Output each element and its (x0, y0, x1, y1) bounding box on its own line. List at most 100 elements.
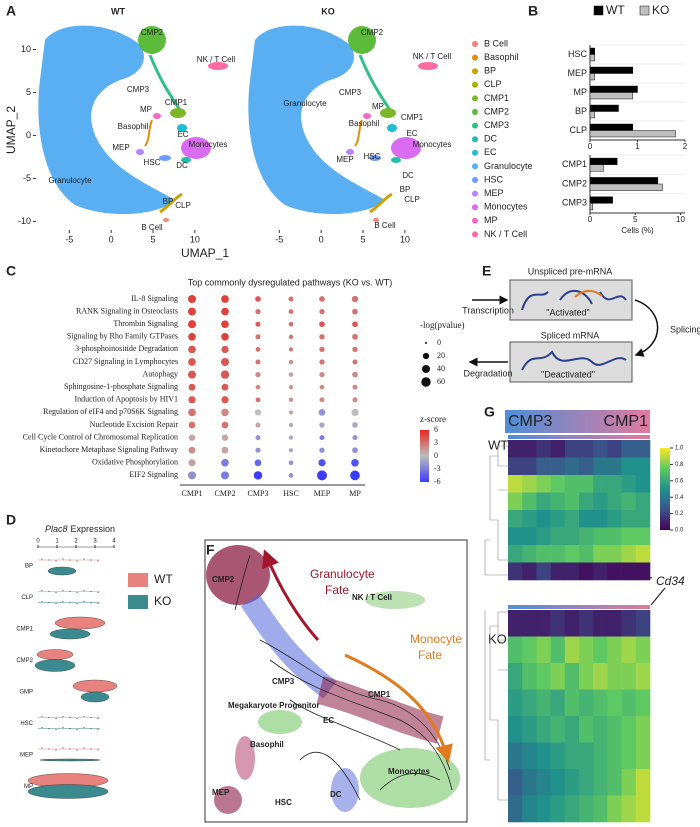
x-tick-label: 4 (112, 539, 116, 545)
heat-cell (635, 795, 651, 823)
legend-label: MEP (484, 188, 504, 198)
x-tick-label: 2 (683, 142, 688, 151)
label: Megakaryote Progenitor (228, 701, 320, 710)
dot (352, 435, 358, 441)
colorbar (660, 448, 670, 530)
panel-label: G (484, 404, 495, 420)
heat-cell (593, 527, 608, 546)
heat-cell (550, 769, 566, 796)
heat-cell (536, 440, 551, 458)
cluster (170, 108, 186, 118)
bar (589, 111, 595, 119)
heatmap-frame: CMP3 CMP1 WT KO Cd34 (484, 410, 685, 801)
dot (254, 409, 262, 416)
heat-cell (621, 440, 637, 458)
y-tick-label: 0 (26, 130, 31, 140)
heat-cell (579, 510, 594, 528)
point (90, 601, 92, 604)
heat-cell (607, 545, 622, 563)
cluster-label: HSC (364, 152, 381, 161)
y-tick-label: -10 (18, 216, 31, 226)
dot (351, 408, 359, 417)
heat-cell (621, 545, 637, 563)
dot (188, 459, 196, 467)
cluster-label: Basophil (118, 122, 149, 131)
heat-cell (635, 769, 651, 796)
point (83, 747, 85, 749)
panel-label: A (6, 3, 16, 19)
heat-cell (607, 742, 622, 770)
umap-ko (248, 25, 438, 222)
cluster (363, 113, 371, 119)
heat-cell (579, 562, 594, 581)
dot (288, 385, 294, 390)
cluster (316, 676, 444, 744)
label: KO (488, 631, 507, 646)
cluster (181, 137, 211, 159)
legend-swatch (472, 68, 478, 75)
bar (589, 164, 604, 172)
legend-swatch (472, 81, 478, 88)
label: Basophil (250, 740, 284, 749)
heat-cell (607, 527, 622, 546)
dot (352, 384, 358, 390)
bar (589, 54, 595, 62)
cluster (373, 218, 379, 222)
legend-swatch (472, 217, 478, 224)
dot (221, 458, 229, 467)
point (48, 727, 50, 730)
heat-cell (564, 510, 580, 528)
mrna-curve (521, 350, 627, 371)
heat-cell (564, 610, 580, 637)
bar (589, 85, 638, 93)
cluster (214, 786, 242, 814)
cluster-label: Monocytes (413, 140, 452, 149)
dot (188, 396, 196, 404)
heat-cell (635, 689, 651, 717)
heat-cell (607, 457, 622, 476)
heat-cell (564, 492, 580, 511)
legend-label: Monocytes (484, 202, 528, 212)
y-tick-label: CMP1 (562, 159, 587, 169)
label: Splicing (670, 324, 700, 334)
heat-cell (607, 636, 622, 664)
heat-cell (635, 510, 651, 528)
point (48, 748, 50, 750)
panel-label: D (6, 512, 16, 528)
cluster (380, 108, 396, 118)
heat-cell (536, 636, 551, 664)
legend-label: NK / T Cell (484, 229, 527, 239)
heat-cell (536, 742, 551, 770)
point (76, 602, 78, 605)
violin (54, 616, 106, 630)
violin (49, 628, 91, 640)
heat-cell (593, 742, 608, 770)
column-label: CMP1 (182, 489, 203, 498)
cluster (418, 62, 438, 70)
legend-label: 0 (437, 338, 441, 347)
colorbar-label: 0.2 (675, 511, 684, 517)
label: NK / T Cell (352, 593, 392, 602)
dot (288, 296, 294, 302)
heat-cell (593, 492, 608, 511)
legend-swatch (472, 109, 478, 115)
dot (255, 384, 261, 390)
cluster (365, 591, 425, 609)
dot (288, 321, 294, 327)
label: "Activated" (546, 307, 589, 317)
violin (39, 758, 101, 762)
cluster (208, 62, 228, 70)
legend-label: B Cell (484, 38, 508, 48)
violin (72, 679, 118, 693)
dot (288, 435, 294, 440)
heat-cell (550, 510, 566, 528)
point (55, 749, 57, 751)
heat-cell (593, 663, 608, 690)
dot (255, 296, 261, 302)
label: Granulocyte (310, 567, 375, 581)
point (62, 715, 64, 718)
cluster (153, 113, 161, 119)
heat-cell (579, 742, 594, 770)
point (83, 589, 85, 592)
cluster (159, 155, 171, 161)
